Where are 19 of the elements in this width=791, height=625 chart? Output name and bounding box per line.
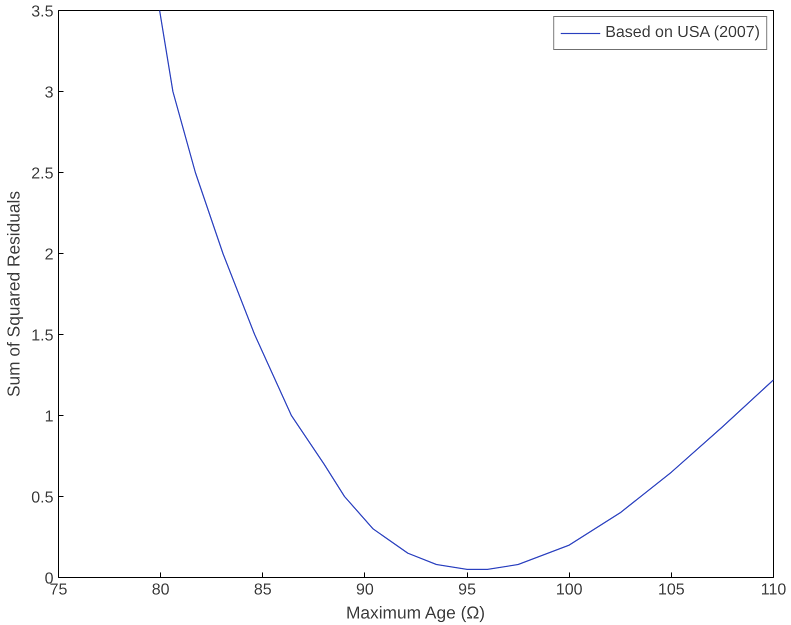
x-tick-label: 90 [356, 582, 374, 598]
x-tick-label: 95 [458, 582, 476, 598]
line-series [158, 10, 774, 570]
x-axis-title: Maximum Age (Ω) [346, 602, 486, 622]
x-tick-label: 80 [152, 582, 170, 598]
x-tick-label: 110 [760, 582, 786, 598]
y-tick-label: 3.5 [31, 4, 54, 20]
y-tick-label: 1 [44, 408, 54, 426]
legend-label: Based on USA (2007) [605, 24, 760, 42]
x-tick-label: 100 [556, 582, 583, 598]
y-tick-label: 2 [44, 246, 54, 264]
y-tick-label: 2.5 [31, 166, 54, 182]
x-tick-label: 85 [254, 582, 272, 598]
y-tick-label: 1.5 [31, 328, 54, 344]
x-tick-label: 105 [658, 582, 685, 598]
y-axis-title: Sum of Squared Residuals [3, 190, 24, 398]
y-tick-label: 3 [44, 84, 54, 102]
y-tick-label: 0 [44, 570, 54, 588]
y-tick-label: 0.5 [31, 490, 54, 506]
